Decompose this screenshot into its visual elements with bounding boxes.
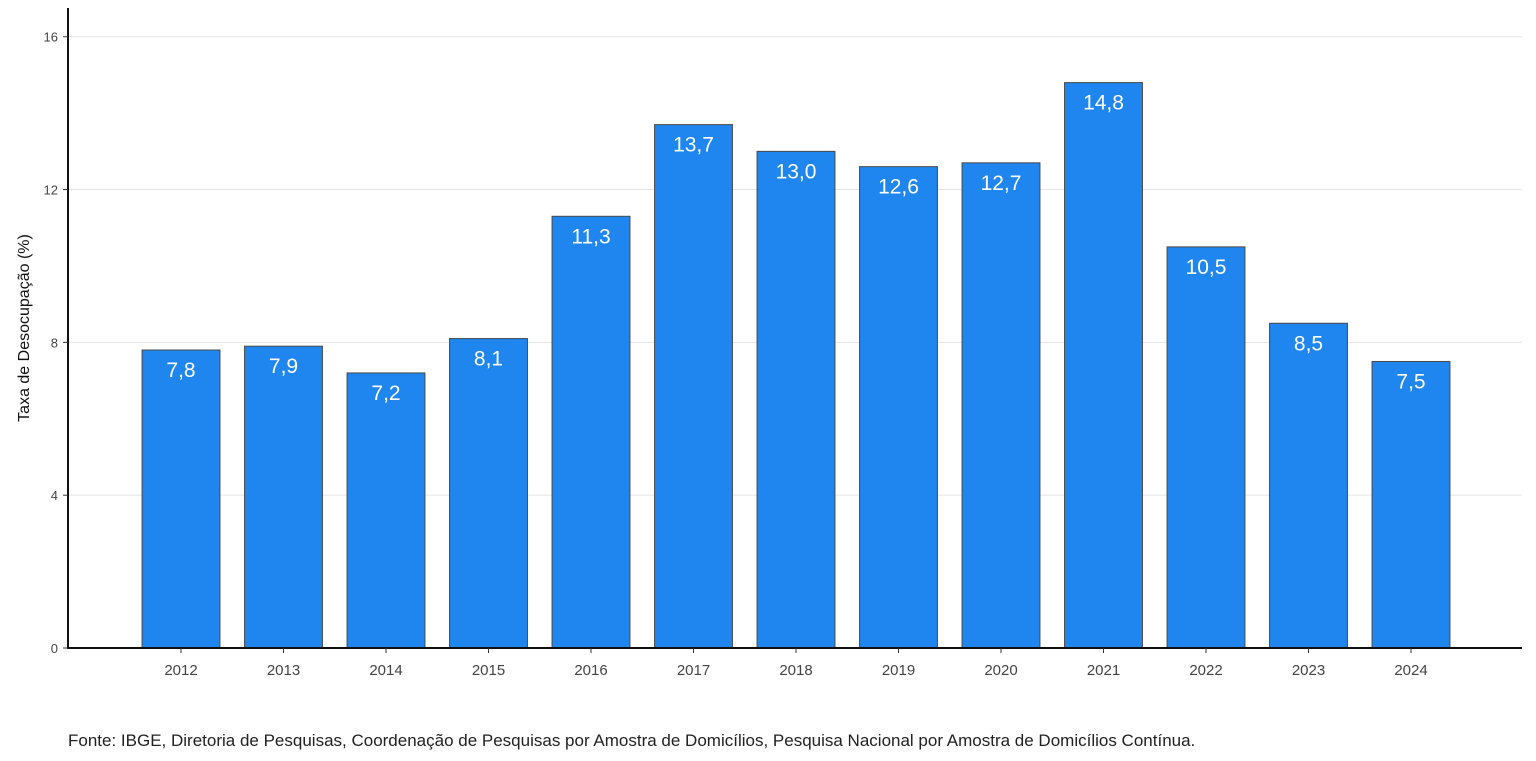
x-tick-label: 2024: [1394, 662, 1427, 679]
bar-value-label: 11,3: [571, 225, 610, 248]
axes-group: [67, 8, 1522, 649]
bar-2022: [1166, 246, 1246, 649]
x-tick-label: 2016: [574, 662, 607, 679]
bar-value-label: 7,2: [371, 382, 400, 405]
bar-2015: [449, 338, 528, 649]
bar-value-label: 13,0: [776, 160, 817, 183]
x-tick-label: 2020: [984, 662, 1017, 679]
bar-value-label: 8,1: [474, 348, 503, 371]
x-tick-label: 2017: [677, 662, 710, 679]
bar-value-label: 7,9: [269, 355, 298, 378]
bar-2018: [756, 150, 836, 649]
x-tick-label: 2021: [1087, 662, 1120, 679]
x-tick-label: 2014: [369, 662, 402, 679]
bar-2017: [654, 124, 733, 649]
bar-value-label: 13,7: [673, 134, 714, 157]
y-tick-label: 8: [51, 335, 58, 350]
y-tick-label: 12: [44, 183, 58, 198]
unemployment-bar-chart: 7,8 7,9 7,2 8,1 11,3 13,7 13,0 12,6 12,7 14,8 10,5…: [16, 8, 1522, 679]
y-tick-label: 0: [51, 641, 58, 656]
y-axis-title: Taxa de Desocupação (%): [16, 234, 33, 422]
bar-value-label: 7,5: [1396, 370, 1425, 393]
x-tick-label: 2023: [1292, 662, 1325, 679]
bar-2024: [1371, 360, 1451, 649]
bars-group: 7,8 7,9 7,2 8,1 11,3 13,7 13,0 12,6 12,7 14,8 10,5…: [141, 82, 1451, 649]
bar-2019: [859, 166, 938, 649]
bar-value-label: 12,7: [981, 172, 1022, 195]
source-note: Fonte: IBGE, Diretoria de Pesquisas, Coo…: [68, 731, 1196, 750]
bar-value-label: 7,8: [166, 359, 195, 382]
bar-value-label: 8,5: [1294, 332, 1323, 355]
bar-2013: [244, 345, 323, 649]
x-ticks-group: 2012 2013 2014 2015 2016 2017 2018 2019 2020 2021…: [164, 648, 1428, 679]
x-tick-label: 2019: [882, 662, 915, 679]
x-tick-label: 2013: [267, 662, 300, 679]
x-tick-label: 2022: [1189, 662, 1222, 679]
bar-2014: [346, 372, 426, 649]
y-tick-label: 4: [51, 488, 58, 503]
x-tick-label: 2018: [779, 662, 812, 679]
bar-2020: [961, 162, 1041, 649]
bar-2012: [141, 349, 221, 649]
bar-2016: [551, 215, 631, 649]
x-tick-label: 2015: [472, 662, 505, 679]
bar-value-label: 10,5: [1186, 256, 1227, 279]
bar-value-label: 12,6: [878, 176, 919, 199]
y-ticks-group: 0 4 8 12 16: [44, 30, 68, 656]
bar-2021: [1064, 82, 1143, 649]
bar-2023: [1269, 322, 1348, 649]
x-tick-label: 2012: [164, 662, 197, 679]
bar-value-label: 14,8: [1083, 92, 1124, 115]
y-tick-label: 16: [44, 30, 58, 45]
